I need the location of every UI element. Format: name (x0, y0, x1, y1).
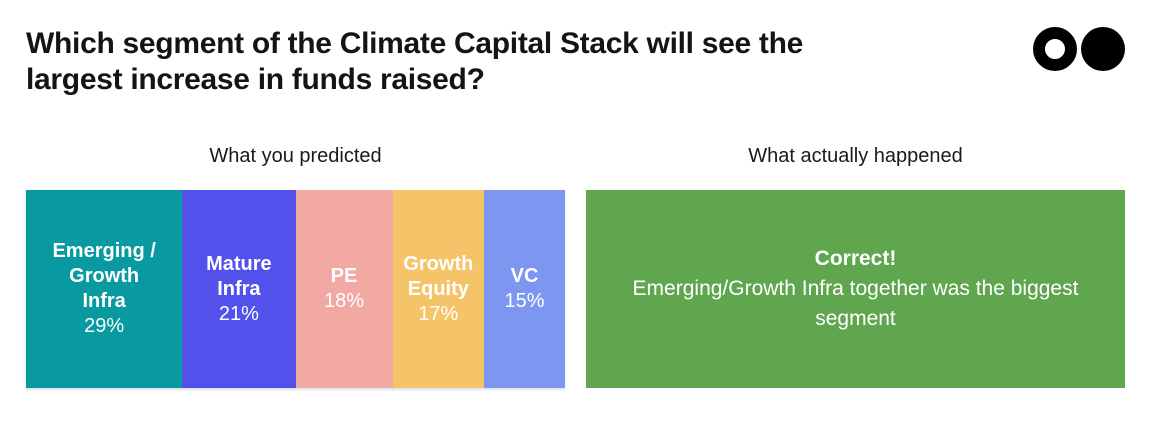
segment-value: 15% (504, 290, 545, 312)
filled-circle-icon (1081, 27, 1125, 71)
header: Which segment of the Climate Capital Sta… (0, 0, 1167, 98)
brand-logo (1033, 26, 1125, 71)
comparison-columns: What you predicted Emerging / Growth Inf… (0, 144, 1167, 388)
segment-label: Emerging / Growth Infra (52, 240, 156, 312)
bar-segment-vc: VC 15% (484, 190, 565, 388)
bar-segment-emerging-growth-infra: Emerging / Growth Infra 29% (26, 190, 183, 388)
segment-label: Mature Infra (206, 252, 272, 300)
bar-segment-mature-infra: Mature Infra 21% (182, 190, 296, 388)
result-box: Correct! Emerging/Growth Infra together … (586, 190, 1125, 388)
predicted-panel: What you predicted Emerging / Growth Inf… (26, 144, 565, 388)
bar-segment-pe: PE 18% (295, 190, 393, 388)
segment-value: 18% (323, 290, 365, 312)
bar-segment-growth-equity: Growth Equity 17% (392, 190, 485, 388)
result-title: Correct! (814, 247, 897, 270)
segment-value: 29% (84, 315, 125, 337)
segment-label: VC (510, 265, 539, 287)
stacked-bar-chart: Emerging / Growth Infra 29% Mature Infra… (26, 190, 565, 388)
segment-label: PE (330, 265, 358, 287)
segment-label: Growth Equity (403, 252, 474, 300)
page-title: Which segment of the Climate Capital Sta… (26, 27, 804, 96)
ring-circle-icon (1033, 27, 1077, 71)
predicted-header: What you predicted (209, 145, 382, 167)
segment-value: 17% (418, 302, 459, 325)
result-message: Emerging/Growth Infra together was the b… (632, 277, 1079, 330)
actual-panel: What actually happened Correct! Emerging… (586, 144, 1125, 388)
segment-value: 21% (218, 302, 259, 325)
actual-header: What actually happened (748, 145, 963, 167)
